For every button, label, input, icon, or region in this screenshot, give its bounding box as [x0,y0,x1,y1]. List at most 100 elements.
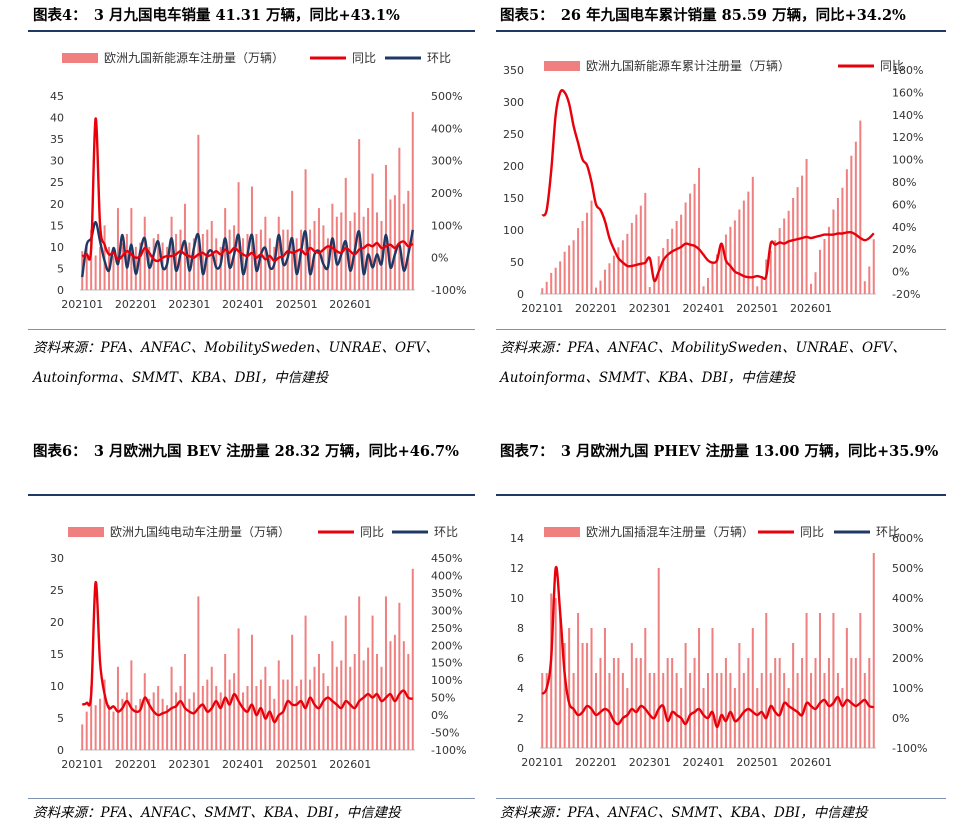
y-left-tick-label: 4 [517,682,524,695]
y-right-tick-label: 160% [892,86,923,99]
bar [398,602,401,750]
bar [139,698,142,750]
source-note: 资料来源：PFA、ANFAC、MobilitySweden、UNRAE、OFV、… [500,340,906,386]
y-right-tick-label: 100% [892,154,923,167]
bar [143,216,146,290]
y-left-tick-label: 5 [57,262,64,275]
bar [568,628,571,748]
bar [255,233,258,290]
bar [630,222,633,294]
bar [581,221,584,294]
bar [720,245,723,294]
y-right-tick-label: 0% [892,266,909,279]
bar [554,598,557,748]
bar [863,281,866,294]
chart-title: 图表5： 26 年九国电车累计销量 85.59 万辆，同比+34.2% [500,7,906,24]
bar [823,238,826,294]
chart-title: 图表7： 3 月欧洲九国 PHEV 注册量 13.00 万辆，同比+35.9% [500,443,939,460]
bar [398,147,401,290]
bar [747,658,750,748]
legend-swatch-bars [544,527,580,537]
legend-label: 同比 [352,51,376,65]
legend-label: 欧洲九国新能源车累计注册量（万辆） [586,58,790,73]
bar [850,155,853,294]
x-tick-label: 202301 [168,758,210,771]
bar [94,255,97,290]
bar [854,141,857,294]
bar [594,287,598,294]
bar [550,272,553,294]
bar [353,654,356,750]
bar [698,628,701,748]
bar [277,660,280,750]
bar [228,679,231,750]
x-tick-label: 202601 [329,298,371,311]
y-left-tick-label: 0 [57,284,64,297]
y-right-tick-label: 600% [892,532,923,545]
bar [599,658,602,748]
bar [563,251,566,294]
y-left-tick-label: 250 [503,128,524,141]
bar [841,187,844,294]
bar [702,286,705,294]
y-left-tick-label: 150 [503,192,524,205]
y-right-tick-label: 300% [431,155,462,168]
y-left-tick-label: 20 [50,198,64,211]
y-left-tick-label: 25 [50,176,64,189]
bar [810,283,813,294]
bar [671,228,674,294]
y-right-tick-label: 200% [431,639,462,652]
bar [233,673,236,750]
y-right-tick-label: 500% [431,90,462,103]
bar [738,209,741,294]
chart-panel-3: 图表7： 3 月欧洲九国 PHEV 注册量 13.00 万辆，同比+35.9% … [482,436,963,838]
bar [617,247,620,294]
bar [550,593,553,748]
bar [393,195,396,290]
bar [268,686,271,750]
bar [814,272,817,294]
bar [684,202,687,294]
bar [362,216,365,290]
bar [590,200,593,294]
y-left-tick-label: 5 [57,712,64,725]
bar [599,280,602,294]
bar [152,238,155,290]
y-left-tick-label: 25 [50,584,64,597]
bar [644,192,647,294]
bar [689,673,692,748]
bar [845,628,848,748]
x-tick-label: 202401 [683,302,725,315]
chart-panel-0: 图表4： 3 月九国电车销量 41.31 万辆，同比+43.1% 0 5 10 15 2… [0,0,480,400]
bar [108,705,111,750]
bar [756,286,759,294]
bar [868,658,871,748]
bar [322,225,325,290]
bar [161,698,164,750]
y-right-tick-label: 200% [892,652,923,665]
bar [384,164,387,290]
bar [358,139,361,290]
x-tick-label: 202101 [61,298,103,311]
bar [577,228,580,294]
x-tick-label: 202601 [329,758,371,771]
bar [322,673,325,750]
x-tick-label: 202301 [629,756,671,769]
bar [545,281,548,294]
bar [170,216,173,290]
bar [733,220,736,294]
y-right-tick-label: 80% [892,176,916,189]
bar [657,568,660,748]
x-tick-label: 202601 [790,756,832,769]
bar [179,686,182,750]
legend-swatch-bars [544,61,580,71]
y-right-tick-label: 0% [892,712,909,725]
bar [371,173,374,290]
bar [783,218,786,294]
bar [99,698,102,750]
x-tick-label: 202201 [575,756,617,769]
bar [259,679,262,750]
y-right-tick-label: -100% [892,742,927,755]
bar [568,245,571,294]
x-tick-label: 202501 [736,756,778,769]
